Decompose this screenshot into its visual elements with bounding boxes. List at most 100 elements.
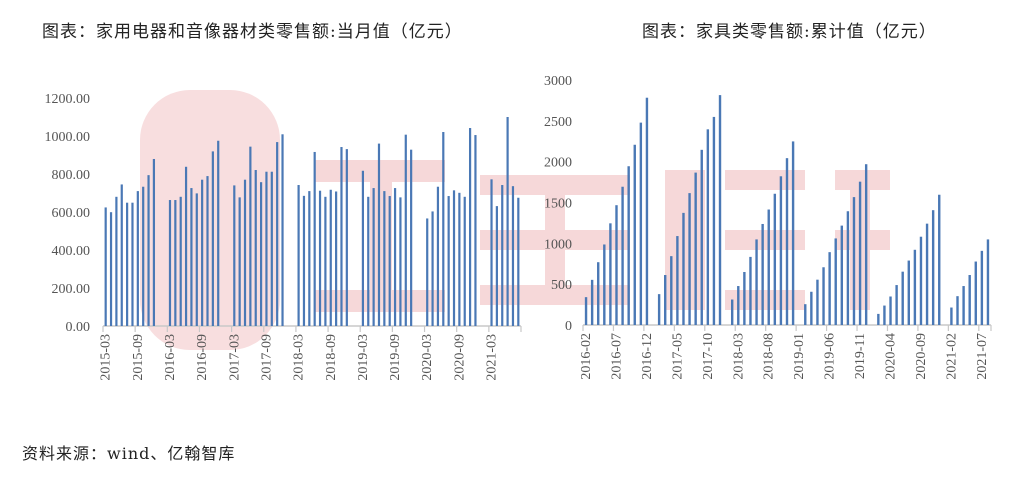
bar-2016-11 [211, 151, 214, 326]
bar-2019-03 [810, 291, 813, 325]
bar-2016-10 [633, 144, 636, 325]
bar-2019-11 [404, 134, 407, 326]
bar-2016-03 [168, 200, 172, 326]
right-chart-title: 图表：家具类零售额:累计值（亿元） [642, 22, 937, 42]
bar-2019-12 [410, 149, 413, 326]
bar-2020-12 [474, 135, 477, 326]
bar-2015-12 [152, 158, 156, 326]
bar-2020-09 [458, 192, 461, 326]
bar-2020-05 [436, 186, 440, 326]
y-tick-label: 800.00 [52, 168, 91, 183]
bar-2017-04 [238, 197, 241, 326]
y-tick-label: 2000 [544, 156, 572, 171]
bar-2016-08 [621, 186, 624, 325]
bar-2020-12 [938, 194, 941, 325]
bar-2017-07 [254, 170, 257, 326]
x-tick-label: 2020-09 [914, 333, 929, 380]
bar-2019-04 [367, 196, 370, 326]
x-tick-label: 2017-03 [227, 334, 242, 381]
bar-2019-08 [388, 196, 391, 326]
bar-2018-05 [308, 191, 311, 326]
x-tick-label: 2019-01 [792, 333, 807, 380]
x-tick-label: 2019-09 [388, 334, 403, 381]
bar-2016-07 [190, 188, 193, 326]
bar-2019-02 [804, 304, 807, 325]
bar-2015-07 [126, 202, 129, 326]
bar-2019-12 [864, 164, 868, 325]
bar-2019-05 [372, 188, 375, 326]
bar-2017-09 [265, 171, 268, 326]
y-tick-label: 600.00 [52, 206, 91, 221]
bar-2016-03 [590, 279, 594, 325]
x-tick-label: 2021-02 [944, 333, 959, 380]
bar-2019-10 [399, 197, 402, 326]
bar-2020-08 [452, 190, 456, 326]
bar-2018-09 [773, 193, 777, 325]
x-tick-label: 2017-05 [670, 333, 685, 380]
bar-2018-05 [749, 256, 752, 325]
x-tick-label: 2020-03 [420, 334, 435, 381]
bar-2016-05 [603, 244, 606, 325]
bar-2018-08 [324, 196, 327, 326]
bar-2021-06 [506, 117, 509, 326]
bar-2015-05 [115, 196, 118, 326]
bar-2020-03 [883, 305, 886, 325]
bar-2016-12 [645, 97, 649, 325]
bar-2020-02 [877, 313, 880, 325]
bar-2017-05 [243, 179, 247, 326]
bar-2016-09 [201, 179, 204, 326]
bar-2017-10 [270, 171, 273, 326]
y-tick-label: 500 [551, 278, 572, 293]
bar-2018-06 [755, 239, 758, 325]
bar-2017-12 [718, 95, 722, 325]
y-tick-label: 2500 [544, 115, 572, 130]
bar-2018-07 [761, 223, 764, 325]
bar-2018-03 [737, 286, 740, 325]
y-tick-label: 1000 [544, 237, 572, 252]
bar-2019-06 [828, 252, 831, 325]
y-tick-label: 400.00 [52, 244, 91, 259]
x-tick-label: 2015-09 [131, 334, 146, 381]
bar-2018-06 [313, 151, 316, 326]
bar-2015-10 [142, 186, 145, 326]
bar-2019-07 [834, 238, 837, 325]
bar-2019-09 [846, 211, 850, 325]
y-tick-label: 3000 [544, 74, 572, 89]
bar-2016-12 [217, 140, 220, 326]
bar-2020-04 [431, 211, 434, 326]
bar-2018-11 [785, 158, 789, 325]
x-tick-label: 2018-08 [762, 333, 777, 380]
bar-2018-10 [335, 191, 338, 326]
bar-2017-10 [706, 129, 710, 325]
bar-2020-07 [447, 196, 450, 326]
bar-2021-02 [950, 307, 953, 325]
x-tick-label: 2019-11 [853, 333, 868, 379]
x-tick-label: 2020-04 [884, 333, 899, 380]
bar-2020-07 [907, 260, 910, 325]
bar-2016-09 [627, 166, 630, 325]
bar-2017-08 [694, 172, 697, 325]
bar-2021-08 [517, 197, 520, 326]
bar-2018-10 [779, 176, 783, 325]
x-tick-label: 2016-07 [609, 333, 624, 380]
bar-2019-06 [377, 143, 381, 326]
x-tick-label: 2018-03 [731, 333, 746, 380]
bar-2020-11 [468, 128, 472, 326]
bar-2017-12 [281, 134, 284, 326]
bar-2018-12 [345, 149, 348, 326]
bar-2017-04 [670, 256, 673, 325]
bar-2020-11 [931, 210, 935, 325]
bar-2017-11 [276, 142, 279, 326]
bar-2018-02 [730, 299, 734, 325]
x-tick-label: 2016-12 [640, 333, 655, 380]
bar-2020-03 [426, 218, 429, 326]
bar-2016-08 [195, 193, 198, 326]
bar-2016-04 [597, 262, 600, 325]
y-tick-label: 200.00 [52, 282, 91, 297]
bar-2015-04 [109, 212, 113, 326]
bar-2021-05 [968, 275, 971, 325]
bar-2021-08 [986, 239, 990, 325]
bar-2021-06 [974, 261, 977, 325]
bar-2017-09 [700, 149, 703, 325]
x-tick-label: 2019-03 [356, 334, 371, 381]
